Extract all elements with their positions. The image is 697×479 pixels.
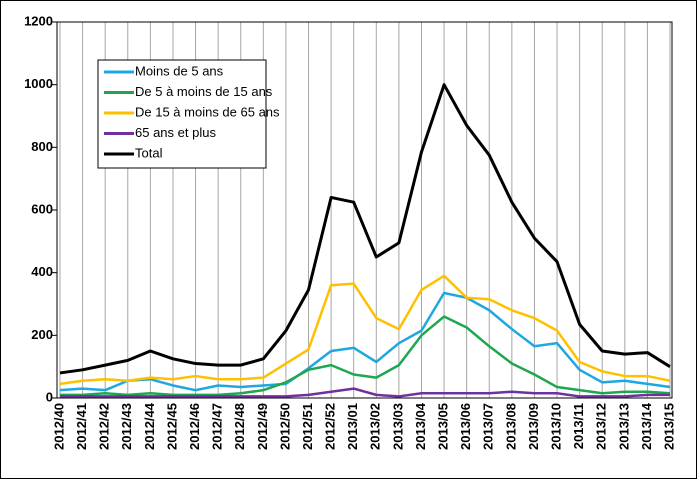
legend-label: Moins de 5 ans [135,63,224,78]
x-tick-label: 2012/43 [119,403,134,450]
y-tick-label: 400 [31,264,53,279]
x-tick-label: 2013/12 [594,403,609,450]
y-tick-label: 800 [31,139,53,154]
legend-label: Total [135,145,163,160]
y-tick-label: 200 [31,327,53,342]
x-tick-label: 2013/08 [503,403,518,450]
x-tick-label: 2012/50 [277,403,292,450]
x-tick-label: 2013/03 [390,403,405,450]
x-tick-label: 2012/49 [255,403,270,450]
x-tick-label: 2012/46 [187,403,202,450]
legend-label: De 15 à moins de 65 ans [135,104,280,119]
x-tick-label: 2012/42 [97,403,112,450]
series-line [59,274,671,386]
y-tick-label: 0 [46,389,53,404]
series-line [59,291,671,392]
x-tick-label: 2012/48 [232,403,247,450]
series-line [59,83,671,375]
y-tick-label: 1200 [24,13,53,28]
x-tick-label: 2013/10 [548,403,563,450]
x-tick-label: 2012/41 [74,403,89,450]
series-line [60,387,670,398]
x-tick-label: 2013/05 [436,403,451,450]
legend-label: De 5 à moins de 15 ans [135,84,273,99]
x-tick-label: 2013/15 [661,403,676,450]
x-tick-label: 2013/01 [345,403,360,450]
legend: Moins de 5 ans De 5 à moins de 15 ans De 1… [97,59,280,169]
x-tick-label: 2012/47 [210,403,225,450]
x-tick-label: 2012/40 [51,403,66,450]
x-tick-label: 2012/44 [142,402,157,450]
series-line [60,315,671,397]
x-tick-label: 2012/52 [323,403,338,450]
y-tick-label: 1000 [24,76,53,91]
legend-label: 65 ans et plus [135,125,216,140]
x-tick-label: 2013/09 [526,403,541,450]
x-tick-label: 2013/13 [616,403,631,450]
x-tick-label: 2013/02 [368,403,383,450]
x-tick-label: 2012/51 [300,403,315,450]
x-tick-label: 2013/11 [571,403,586,449]
x-tick-label: 2013/06 [458,403,473,450]
x-tick-label: 2012/45 [164,403,179,450]
y-tick-label: 600 [31,201,53,216]
x-tick-label: 2013/07 [481,403,496,450]
x-tick-label: 2013/14 [639,402,654,450]
x-tick-label: 2013/04 [413,402,428,450]
